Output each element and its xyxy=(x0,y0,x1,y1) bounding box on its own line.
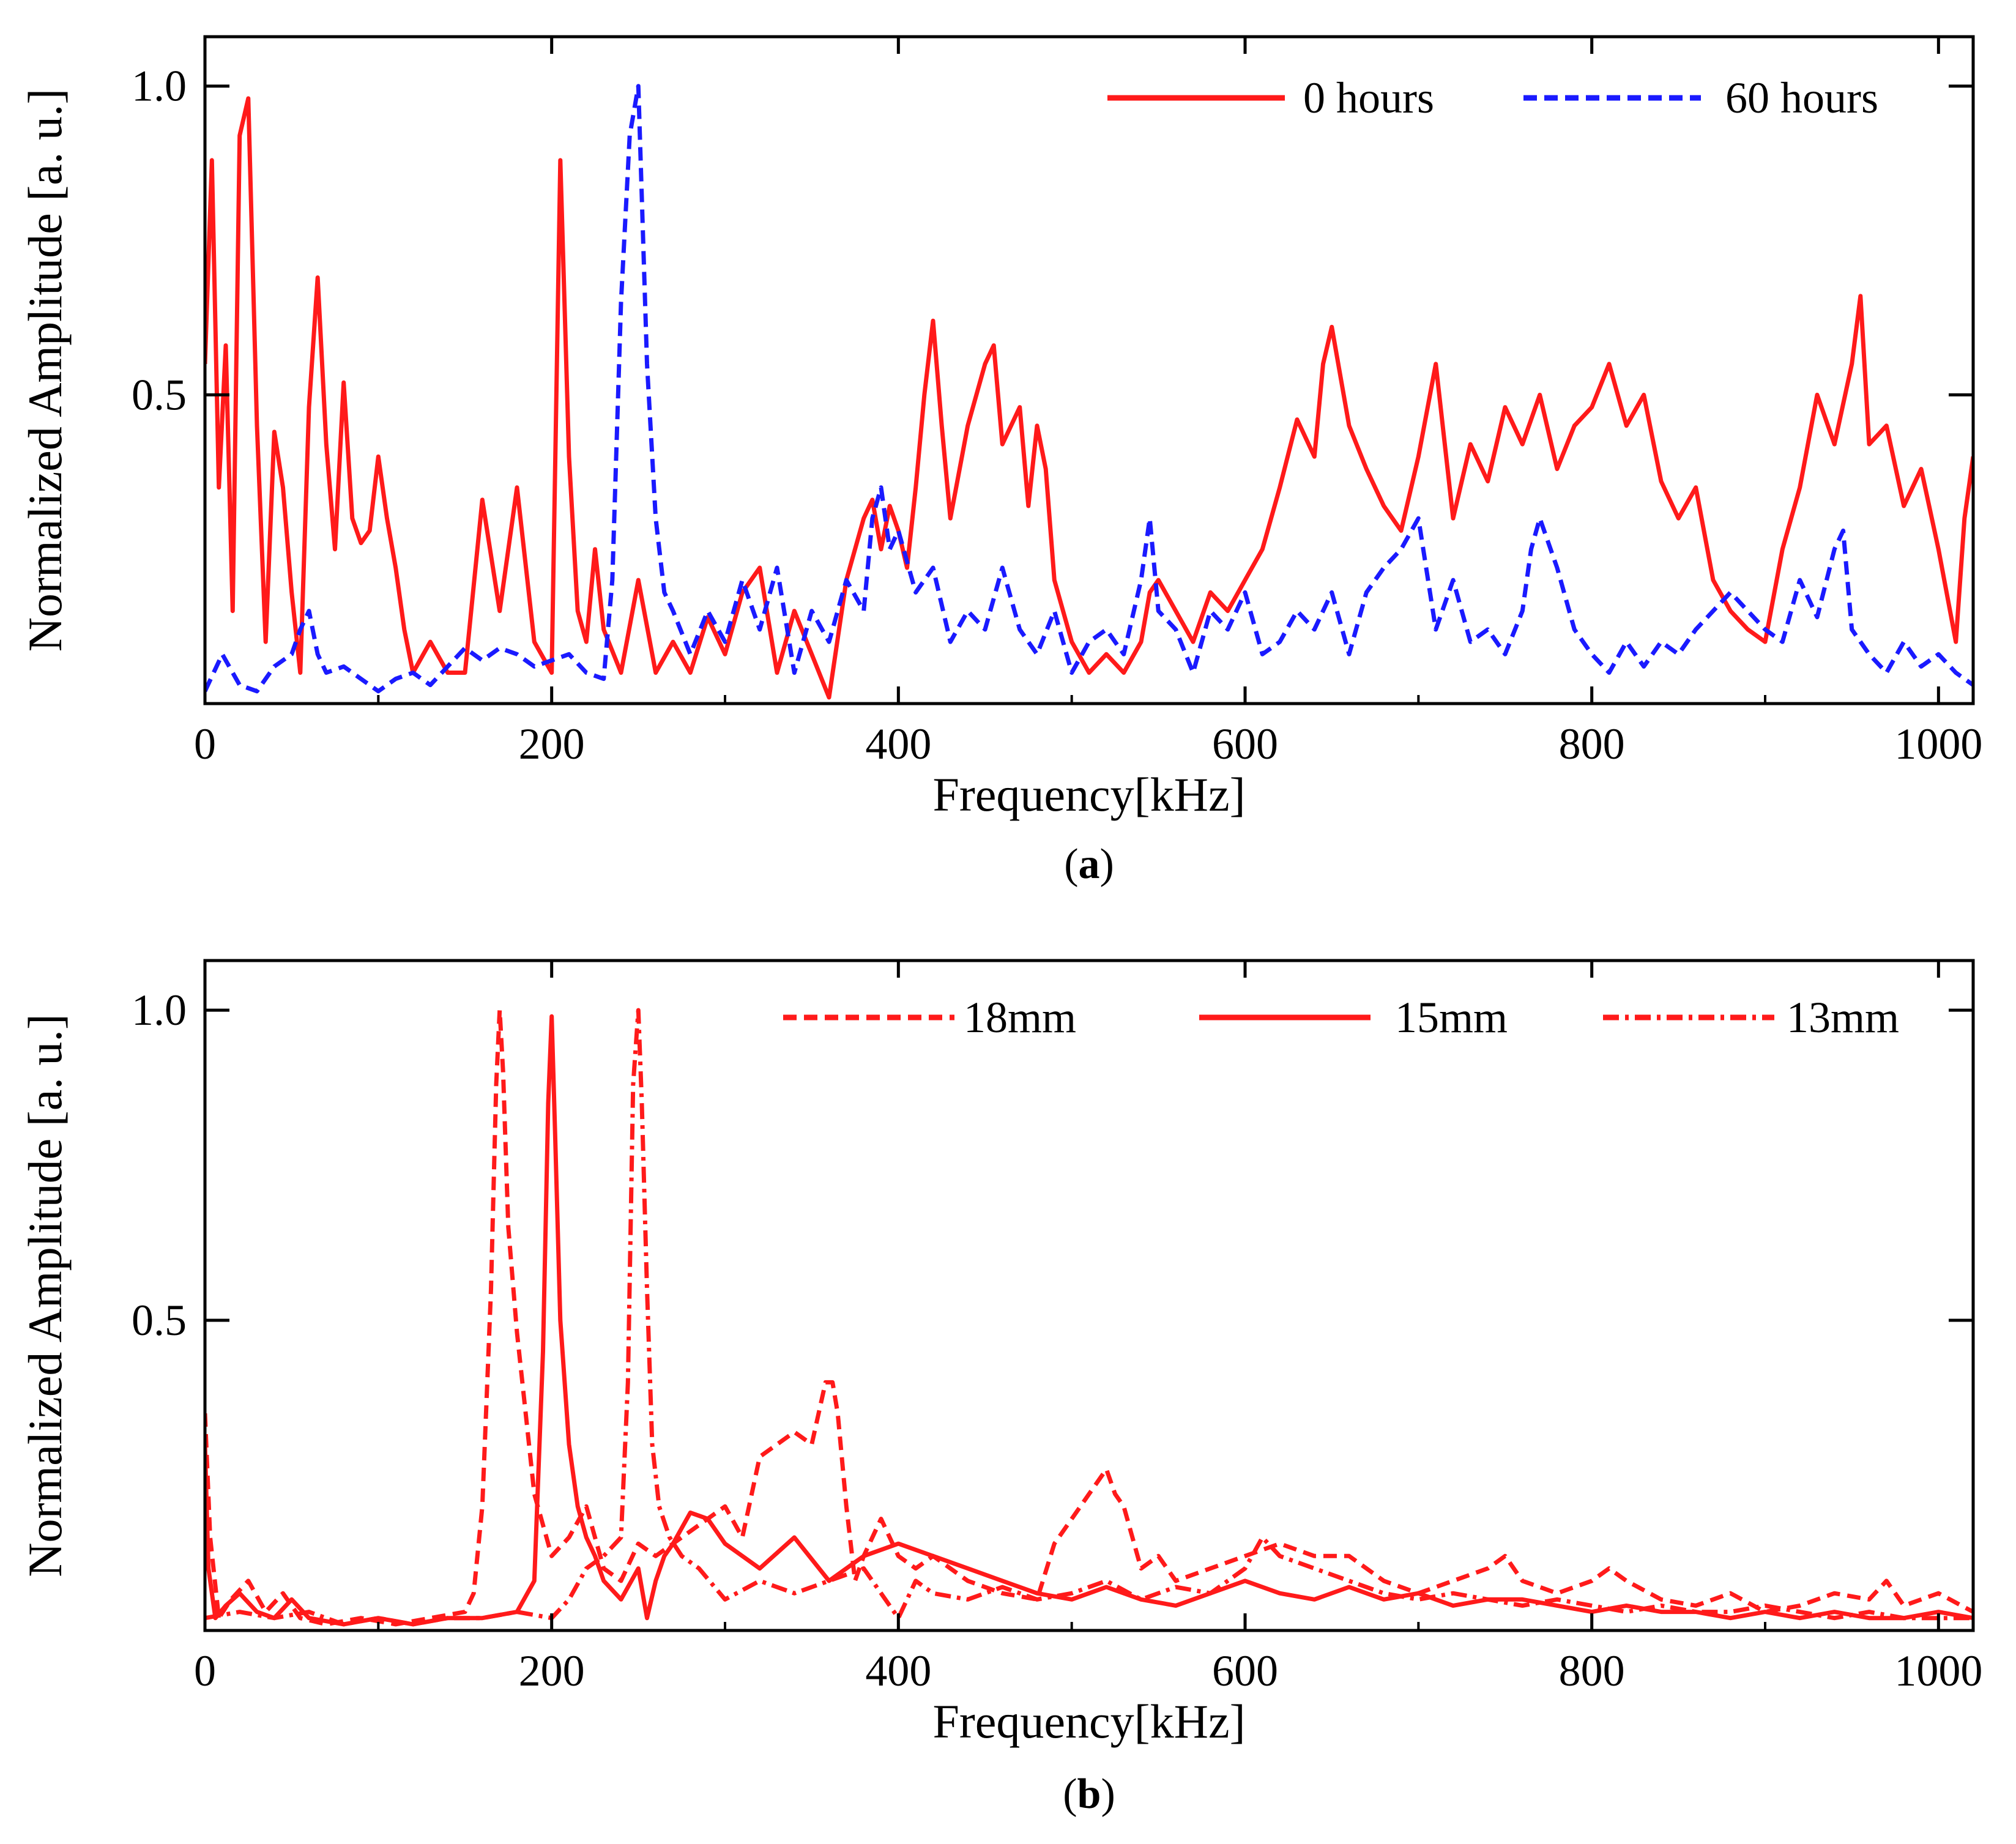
caption-open: ( xyxy=(1064,841,1078,888)
y-tick-label: 0.5 xyxy=(132,370,187,419)
x-tick-label: 600 xyxy=(1212,1646,1278,1695)
x-tick-label: 400 xyxy=(865,1646,931,1695)
legend-label: 18mm xyxy=(964,993,1076,1042)
panel-caption: (a) xyxy=(1064,841,1114,888)
y-axis-title: Normalized Amplitude [a. u.] xyxy=(18,89,72,652)
legend-label: 0 hours xyxy=(1303,73,1434,122)
y-tick-label: 0.5 xyxy=(132,1296,187,1345)
legend-label: 60 hours xyxy=(1725,73,1878,122)
panel-caption: (b) xyxy=(1063,1771,1115,1818)
y-axis-title: Normalized Amplitude [a. u.] xyxy=(18,1014,72,1577)
panel-b: 0 200 400 600 800 1000 0.5 1.0 Frequency[kHz] Nor… xyxy=(18,959,1982,1818)
y-tick-label: 1.0 xyxy=(132,62,187,111)
caption-letter: a xyxy=(1079,841,1100,888)
plot-frame xyxy=(203,35,1975,705)
x-tick-label: 800 xyxy=(1559,719,1625,768)
x-tick-label: 1000 xyxy=(1894,1646,1982,1695)
caption-open: ( xyxy=(1063,1771,1077,1818)
x-tick-label: 400 xyxy=(865,719,931,768)
legend-label: 15mm xyxy=(1395,993,1508,1042)
x-tick-label: 200 xyxy=(519,719,585,768)
x-tick-label: 0 xyxy=(194,1646,216,1695)
series-line-0-hours xyxy=(205,96,1973,700)
x-tick-label: 200 xyxy=(519,1646,585,1695)
y-tick-label: 1.0 xyxy=(132,986,187,1035)
x-tick-label: 1000 xyxy=(1894,719,1982,768)
series-line-60-hours xyxy=(205,84,1973,694)
x-tick-label: 0 xyxy=(194,719,216,768)
legend-label: 13mm xyxy=(1787,993,1899,1042)
plot-frame xyxy=(203,959,1975,1632)
x-axis-title: Frequency[kHz] xyxy=(932,1695,1245,1748)
series-line-18mm xyxy=(205,1008,1973,1627)
caption-close: ) xyxy=(1101,1771,1115,1818)
caption-letter: b xyxy=(1077,1771,1101,1818)
caption-close: ) xyxy=(1100,841,1114,888)
x-tick-label: 600 xyxy=(1212,719,1278,768)
series-line-13mm xyxy=(205,1008,1973,1627)
x-axis-title: Frequency[kHz] xyxy=(932,768,1245,821)
panel-a: 0 200 400 600 800 1000 0.5 1.0 Frequency[kHz] Nor… xyxy=(18,35,1982,888)
x-tick-label: 800 xyxy=(1559,1646,1625,1695)
series-line-15mm xyxy=(205,1014,1973,1627)
